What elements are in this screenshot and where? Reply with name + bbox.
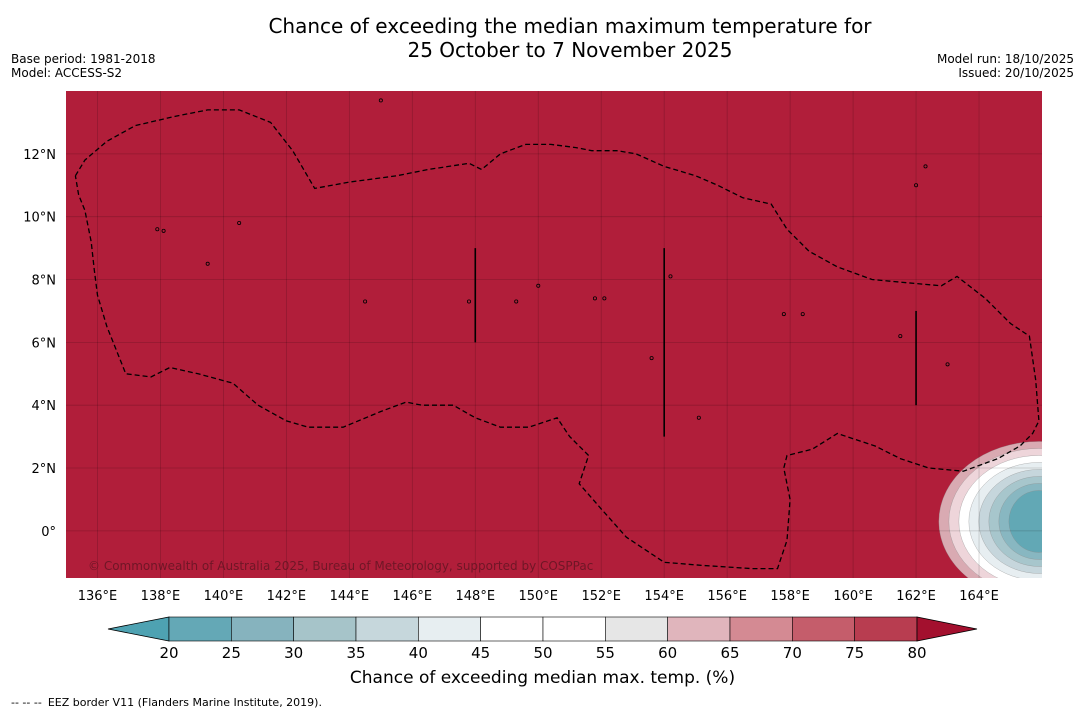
contour-band	[1008, 490, 1042, 553]
colorbar-segment	[854, 616, 918, 642]
lat-tick-label: 0°	[41, 525, 56, 540]
lon-tick-label: 158°E	[770, 589, 810, 604]
warm-anomaly-contours	[938, 441, 1042, 578]
lon-tick-label: 142°E	[267, 589, 307, 604]
island-marker	[696, 415, 701, 420]
title-line-1: Chance of exceeding the median maximum t…	[268, 14, 872, 38]
islands	[155, 98, 950, 420]
colorbar-tick-label: 75	[845, 644, 865, 662]
colorbar-segment	[168, 616, 232, 642]
eez-legend-dashes: -- -- --	[11, 696, 42, 709]
island-marker	[378, 98, 383, 103]
lon-tick-label: 146°E	[393, 589, 433, 604]
colorbar-tick-label: 50	[533, 644, 553, 662]
colorbar-tick-label: 30	[284, 644, 304, 662]
island-marker	[205, 261, 210, 266]
map-background	[66, 91, 1042, 578]
colorbar-segment	[480, 616, 544, 642]
island-marker	[161, 228, 166, 233]
lon-tick-label: 154°E	[644, 589, 684, 604]
chart-title: Chance of exceeding the median maximum t…	[0, 14, 1085, 62]
island-marker	[923, 164, 928, 169]
footnote: -- -- -- EEZ border V11 (Flanders Marine …	[11, 696, 328, 709]
colorbar-segment	[293, 616, 357, 642]
colorbar-segment	[605, 616, 668, 642]
lat-tick-label: 4°N	[32, 399, 57, 414]
meta-left: Base period: 1981-2018 Model: ACCESS-S2	[11, 52, 156, 80]
island-marker	[649, 356, 654, 361]
island-marker	[466, 299, 471, 304]
colorbar-tick-label: 20	[159, 644, 179, 662]
colorbar-segment	[729, 616, 793, 642]
lon-tick-label: 136°E	[78, 589, 118, 604]
marker-lines	[474, 248, 917, 437]
island-marker	[668, 274, 673, 279]
lon-tick-label: 164°E	[959, 589, 999, 604]
map-axes: 136°E 138°E 140°E 142°E 144°E 146°E 148°E 150°E…	[23, 148, 999, 604]
lon-tick-label: 156°E	[707, 589, 747, 604]
lon-tick-label: 150°E	[518, 589, 558, 604]
model-run: Model run: 18/10/2025	[936, 52, 1074, 66]
island-marker	[536, 283, 541, 288]
lat-tick-label: 2°N	[32, 462, 57, 477]
graticule	[66, 91, 1042, 578]
colorbar-segment	[231, 616, 294, 642]
lon-tick-label: 162°E	[896, 589, 936, 604]
colorbar-tick-label: 40	[408, 644, 428, 662]
colorbar-tick-label: 70	[782, 644, 802, 662]
lon-tick-label: 148°E	[456, 589, 496, 604]
colorbar-low-extend	[107, 616, 170, 642]
lat-tick-label: 12°N	[23, 148, 56, 163]
colorbar-high-extend	[916, 616, 978, 642]
model-name: Model: ACCESS-S2	[11, 66, 123, 80]
colorbar-segment	[792, 616, 855, 642]
island-marker	[592, 296, 597, 301]
island-marker	[898, 334, 903, 339]
lon-tick-label: 160°E	[833, 589, 873, 604]
colorbar-title: Chance of exceeding median max. temp. (%…	[349, 668, 736, 688]
colorbar-segment	[667, 616, 731, 642]
island-marker	[945, 362, 950, 367]
colorbar-tick-label: 65	[720, 644, 740, 662]
island-marker	[237, 220, 242, 225]
meta-right: Model run: 18/10/2025 Issued: 20/10/2025	[937, 52, 1074, 80]
issued-date: Issued: 20/10/2025	[958, 66, 1074, 80]
island-marker	[514, 299, 519, 304]
colorbar-tick-label: 80	[907, 644, 927, 662]
base-period: Base period: 1981-2018	[11, 52, 156, 66]
island-marker	[602, 296, 607, 301]
lon-tick-label: 144°E	[330, 589, 370, 604]
copyright-text: © Commonwealth of Australia 2025, Bureau…	[88, 559, 593, 573]
lat-tick-label: 6°N	[32, 336, 57, 351]
colorbar-tick-label: 55	[595, 644, 615, 662]
lon-tick-label: 152°E	[581, 589, 621, 604]
lat-tick-label: 8°N	[32, 274, 57, 289]
eez-legend-text: EEZ border V11 (Flanders Marine Institut…	[47, 696, 322, 709]
island-marker	[155, 227, 160, 232]
colorbar	[107, 616, 978, 642]
eez-border	[74, 109, 1040, 570]
colorbar-tick-label: 45	[471, 644, 491, 662]
lon-tick-label: 140°E	[204, 589, 244, 604]
colorbar-tick-label: 25	[221, 644, 241, 662]
colorbar-segment	[542, 616, 606, 642]
island-marker	[781, 312, 786, 317]
lon-tick-label: 138°E	[141, 589, 181, 604]
colorbar-segment	[418, 616, 481, 642]
colorbar-tick-label: 60	[658, 644, 678, 662]
island-marker	[363, 299, 368, 304]
colorbar-segment	[355, 616, 419, 642]
colorbar-tick-label: 35	[346, 644, 366, 662]
lat-tick-label: 10°N	[23, 211, 56, 226]
island-marker	[800, 312, 805, 317]
island-marker	[914, 183, 919, 188]
title-line-2: 25 October to 7 November 2025	[407, 38, 733, 62]
